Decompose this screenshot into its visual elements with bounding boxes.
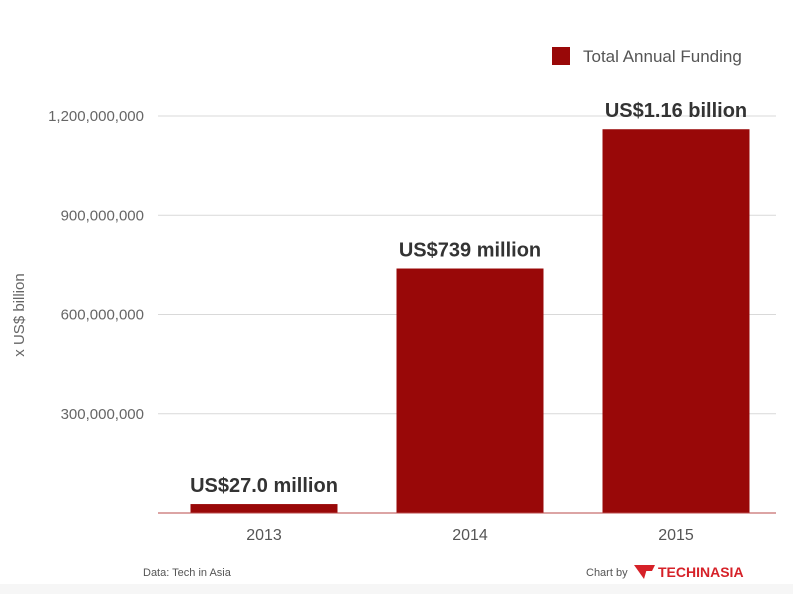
legend-label: Total Annual Funding <box>583 47 742 66</box>
bar <box>602 129 750 513</box>
bar <box>190 504 338 513</box>
x-tick-label: 2014 <box>452 527 488 544</box>
data-label: US$739 million <box>399 240 541 262</box>
footer-band <box>0 584 793 594</box>
x-tick-label: 2015 <box>658 527 694 544</box>
y-tick-label: 600,000,000 <box>61 307 144 324</box>
y-tick-labels: 300,000,000 600,000,000 900,000,000 1,200,0… <box>48 108 144 423</box>
legend: Total Annual Funding <box>552 47 742 66</box>
source-note: Data: Tech in Asia <box>143 567 232 579</box>
brand-logo-text: TECHINASIA <box>658 564 744 580</box>
y-axis-label: x US$ billion <box>11 273 28 356</box>
tia-logo-icon <box>634 565 655 579</box>
y-tick-label: 900,000,000 <box>61 207 144 224</box>
data-label: US$1.16 billion <box>605 100 747 122</box>
credit-text: Chart by <box>586 567 628 579</box>
x-tick-labels: 2013 2014 2015 <box>246 527 694 544</box>
data-labels: US$27.0 million US$739 million US$1.16 bil… <box>190 100 747 497</box>
bar <box>396 268 544 513</box>
y-tick-label: 300,000,000 <box>61 406 144 423</box>
y-tick-label: 1,200,000,000 <box>48 108 144 125</box>
bars <box>190 129 750 513</box>
x-tick-label: 2013 <box>246 527 282 544</box>
data-label: US$27.0 million <box>190 475 338 497</box>
legend-swatch <box>552 47 570 65</box>
